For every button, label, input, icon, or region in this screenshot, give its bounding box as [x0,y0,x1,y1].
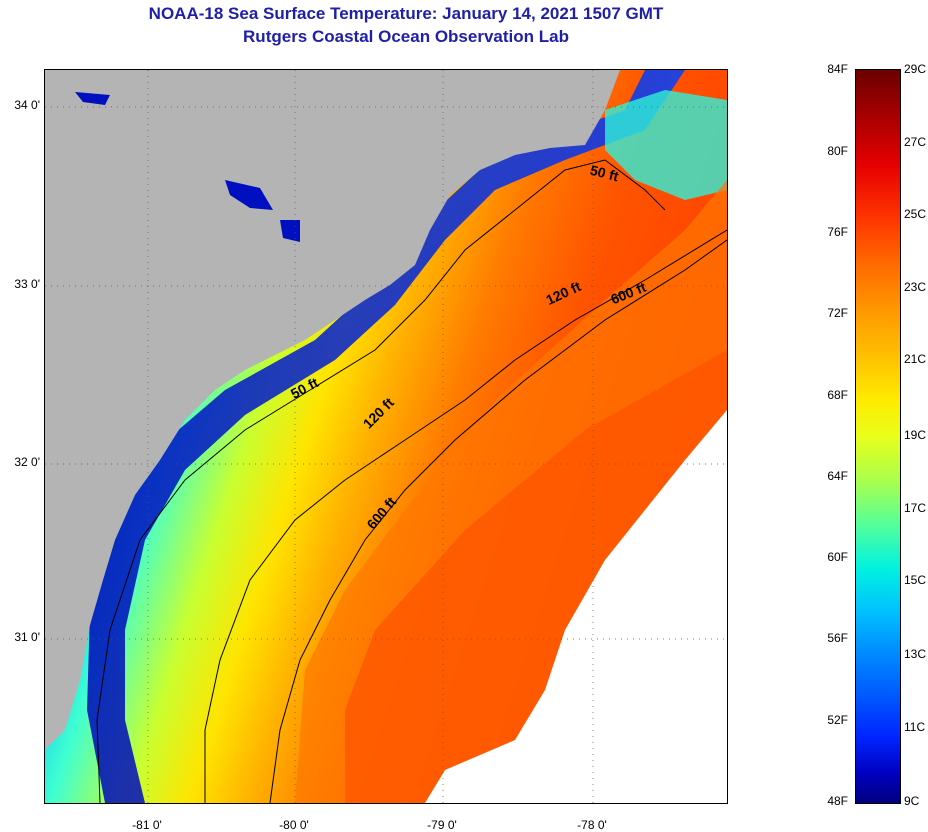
chart-subtitle: Rutgers Coastal Ocean Observation Lab [243,27,569,46]
colorbar-f-label: 76F [827,225,848,239]
colorbar-f-label: 56F [827,631,848,645]
colorbar-c-label: 17C [904,501,927,515]
colorbar-f-label: 64F [827,469,848,483]
lat-label-34: 34 0' [14,98,40,112]
lat-label-33: 33 0' [14,277,40,291]
colorbar-f-label: 52F [827,713,848,727]
colorbar-c-label: 25C [904,207,927,221]
colorbar-c-label: 11C [904,720,926,734]
colorbar-f-label: 80F [827,144,848,158]
colorbar-c-label: 23C [904,280,927,294]
colorbar-f-label: 48F [827,794,848,808]
temperature-colorbar [855,69,901,804]
colorbar-f-label: 84F [827,62,848,76]
sst-map-image [45,70,727,803]
colorbar-f-label: 60F [827,550,848,564]
colorbar-c-label: 15C [904,573,927,587]
lat-label-32: 32 0' [14,455,40,469]
colorbar-c-label: 13C [904,647,927,661]
sst-map: 50 ft 50 ft 120 ft 120 ft 600 ft 600 ft [44,69,728,804]
lon-label-78: -78 0' [577,818,607,832]
lon-label-79: -79 0' [427,818,457,832]
colorbar-c-label: 27C [904,135,927,149]
colorbar-c-label: 9C [904,794,920,808]
chart-title: NOAA-18 Sea Surface Temperature: January… [148,4,664,23]
colorbar-c-label: 19C [904,428,927,442]
lon-label-81: -81 0' [132,818,162,832]
colorbar-c-label: 21C [904,352,927,366]
colorbar-f-label: 68F [827,388,848,402]
lat-label-31: 31 0' [14,630,40,644]
colorbar-c-label: 29C [904,62,927,76]
colorbar-f-label: 72F [827,306,848,320]
lon-label-80: -80 0' [279,818,309,832]
